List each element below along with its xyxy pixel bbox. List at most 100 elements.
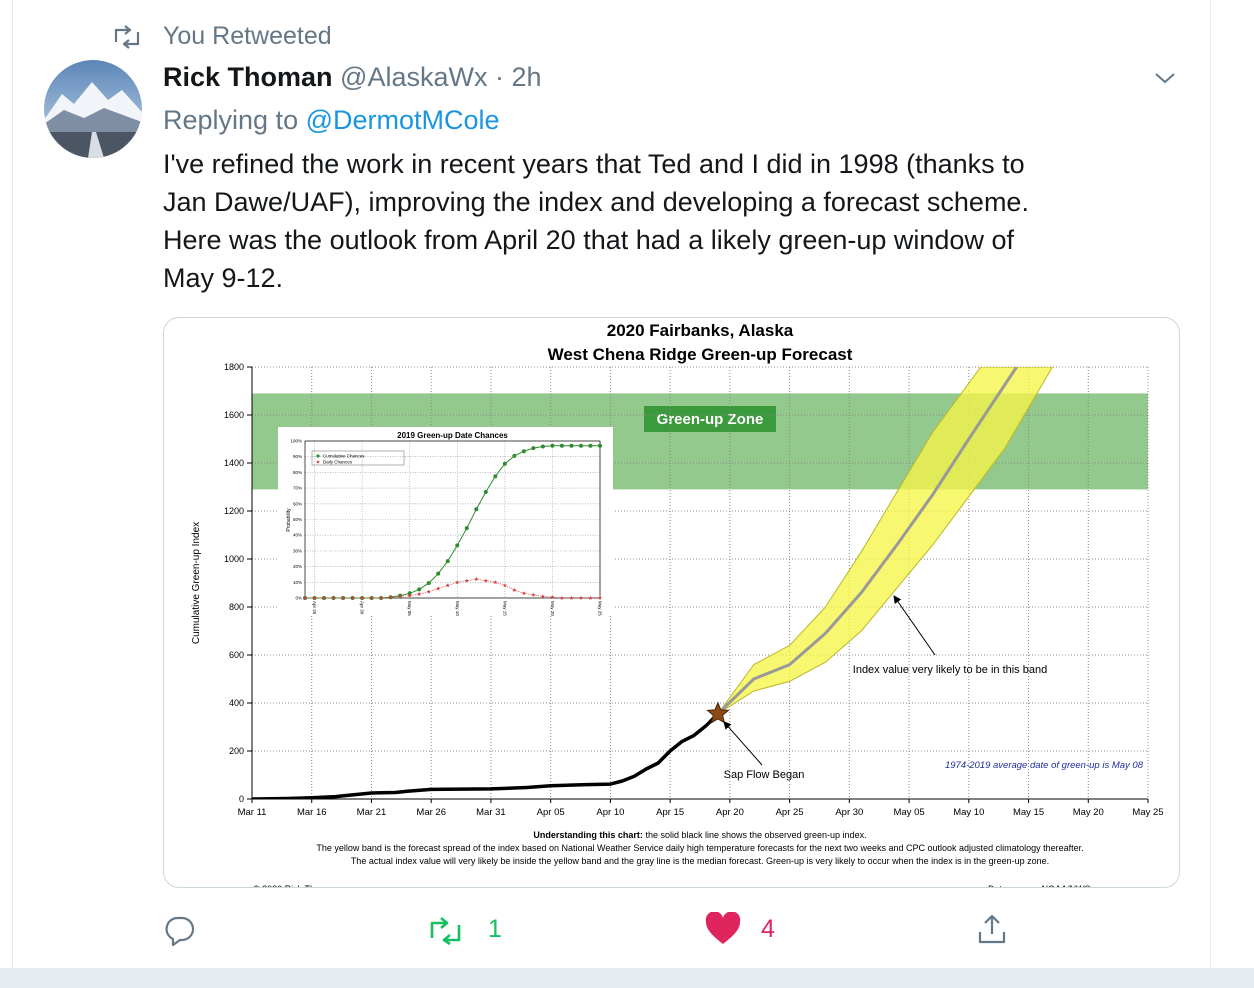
inset-point	[531, 446, 536, 451]
data-source: Data source: NOAA/NWS	[987, 884, 1090, 887]
inset-point	[436, 586, 441, 591]
y-tick-label: 200	[229, 746, 244, 756]
footer-line: Understanding this chart: the solid blac…	[533, 830, 866, 840]
x-tick-label: Apr 20	[716, 807, 744, 818]
inset-point	[341, 595, 346, 600]
retweet-button[interactable]	[426, 916, 466, 946]
header-line: Rick Thoman @AlaskaWx · 2h	[163, 62, 542, 93]
inset-y-tick-label: 70%	[293, 486, 302, 491]
reply-prefix: Replying to	[163, 105, 299, 135]
inset-x-tick-label: Apr 25	[312, 601, 317, 615]
band-label: Index value very likely to be in this ba…	[853, 664, 1047, 676]
inset-point	[550, 443, 555, 448]
inset-point	[436, 571, 441, 576]
inset-x-tick-label: Apr 30	[360, 601, 365, 615]
tweet-text: I've refined the work in recent years th…	[163, 145, 1029, 297]
x-tick-label: May 20	[1073, 807, 1104, 818]
time[interactable]: 2h	[511, 62, 542, 92]
inset-y-tick-label: 90%	[293, 454, 302, 459]
legend-label: Daily Chances	[323, 460, 353, 465]
y-tick-label: 1800	[224, 362, 244, 372]
inset-x-tick-label: May 05	[407, 601, 412, 616]
like-button[interactable]	[704, 912, 742, 946]
inset-point	[540, 594, 545, 599]
inset-point	[483, 490, 488, 495]
inset-point	[464, 526, 469, 531]
sap-flow-arrow	[723, 721, 763, 766]
legend-label: Cumulative Chances	[323, 454, 365, 459]
inset-point	[521, 591, 526, 596]
legend-box	[311, 450, 405, 466]
footer-line: The yellow band is the forecast spread o…	[316, 843, 1083, 853]
avatar[interactable]	[44, 60, 142, 158]
inset-point	[445, 559, 450, 564]
x-tick-label: Apr 05	[537, 807, 565, 818]
chart-image: 2020 Fairbanks, Alaska West Chena Ridge G…	[191, 321, 1164, 887]
x-tick-label: May 25	[1132, 807, 1163, 818]
inset-point	[540, 444, 545, 449]
x-tick-label: Mar 16	[297, 807, 327, 818]
inset-series-line	[305, 578, 600, 599]
inset-y-tick-label: 30%	[293, 548, 302, 553]
footer-bold: Understanding this chart:	[533, 830, 643, 840]
footer-text: the solid black line shows the observed …	[643, 830, 867, 840]
media-card[interactable]: 2020 Fairbanks, Alaska West Chena Ridge G…	[163, 317, 1180, 888]
retweet-count: 1	[488, 915, 502, 943]
x-tick-label: Apr 25	[776, 807, 804, 818]
sap-flow-label: Sap Flow Began	[724, 769, 805, 781]
footer-line: The actual index value will very likely …	[351, 856, 1049, 866]
y-tick-label: 1000	[224, 554, 244, 564]
share-icon[interactable]	[975, 912, 1009, 946]
chart-subtitle: West Chena Ridge Green-up Forecast	[548, 345, 853, 364]
author-handle[interactable]: @AlaskaWx	[340, 62, 488, 92]
x-tick-label: Apr 15	[656, 807, 684, 818]
separator: ·	[495, 62, 504, 92]
inset-point	[512, 453, 517, 458]
inset-title: 2019 Green-up Date Chances	[397, 431, 508, 440]
inset-y-label: Probability	[286, 508, 292, 532]
inset-point	[559, 595, 564, 600]
x-tick-label: May 05	[893, 807, 924, 818]
reply-icon[interactable]	[163, 913, 197, 947]
inset-point	[578, 443, 583, 448]
average-note: 1974-2019 average date of green-up is Ma…	[945, 760, 1144, 771]
band-arrow	[893, 595, 936, 656]
y-axis-label: Cumulative Green-up Index	[191, 522, 202, 644]
inset-y-tick-label: 10%	[293, 580, 302, 585]
inset-point	[321, 595, 327, 600]
tweet-text-line: Jan Dawe/UAF), improving the index and d…	[163, 187, 1029, 217]
inset-y-tick-label: 0%	[295, 596, 302, 601]
y-tick-label: 800	[229, 602, 244, 612]
y-tick-label: 0	[239, 794, 244, 804]
reply-handle[interactable]: @DermotMCole	[305, 105, 500, 135]
median-forecast-line	[716, 367, 1018, 715]
x-tick-label: Mar 31	[476, 807, 506, 818]
author-name[interactable]: Rick Thoman	[163, 62, 333, 92]
x-tick-label: Mar 21	[357, 807, 387, 818]
inset-y-tick-label: 100%	[290, 439, 302, 444]
inset-point	[312, 595, 317, 600]
inset-point	[398, 594, 403, 599]
plot-layer	[252, 367, 1053, 799]
inset-y-tick-label: 60%	[293, 501, 302, 506]
inset-point	[417, 587, 422, 592]
left-border	[12, 0, 13, 968]
x-tick-label: Apr 10	[596, 807, 624, 818]
forecast-band	[717, 367, 1053, 715]
inset-x-tick-label: May 20	[550, 601, 555, 616]
inset-point	[445, 583, 450, 588]
menu-chevron[interactable]	[1153, 70, 1177, 86]
inset-y-tick-label: 40%	[293, 533, 302, 538]
bottom-strip	[0, 968, 1254, 988]
inset-point	[302, 595, 308, 600]
inset-frame	[304, 440, 601, 599]
inset-point	[502, 583, 507, 588]
inset-point	[474, 507, 479, 512]
sap-flow-marker	[706, 701, 730, 724]
inset-x-tick-label: May 15	[502, 601, 507, 616]
inset-point	[502, 461, 507, 466]
inset-y-tick-label: 20%	[293, 564, 302, 569]
inset-x-tick-label: May 10	[455, 601, 460, 616]
y-tick-label: 1200	[224, 506, 244, 516]
